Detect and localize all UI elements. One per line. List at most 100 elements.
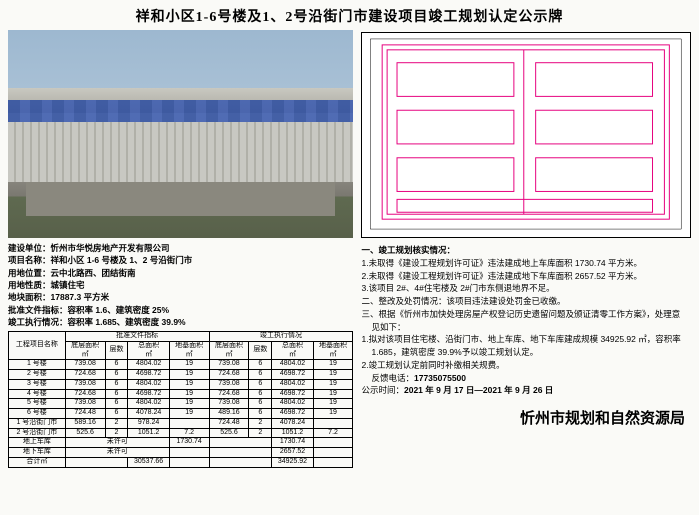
- table-cell: 6 号楼: [9, 409, 66, 419]
- table-cell: 739.08: [209, 379, 249, 389]
- th-sub: 地基面积㎡: [313, 341, 353, 360]
- info-label: 建设单位：: [8, 242, 51, 254]
- table-cell: 978.24: [128, 418, 169, 428]
- note-feedback: 反馈电话：17735075500: [361, 372, 691, 385]
- table-cell: 4804.02: [128, 399, 169, 409]
- table-cell: 2: [249, 428, 272, 438]
- table-cell: 724.68: [209, 389, 249, 399]
- table-cell: 5 号楼: [9, 399, 66, 409]
- table-cell: 724.48: [209, 418, 249, 428]
- table-cell: 724.68: [65, 389, 105, 399]
- table-row: 地上车库 未许可 1730.74 1730.74: [9, 438, 353, 448]
- th-group-built: 竣工执行情况: [209, 332, 353, 342]
- table-cell: 6: [249, 409, 272, 419]
- table-row-sum: 合计㎡ 30537.66 34925.92: [9, 457, 353, 467]
- note-item: 见如下：: [361, 321, 691, 334]
- table-cell: 1051.2: [272, 428, 313, 438]
- table-cell: 4804.02: [272, 399, 313, 409]
- table-cell: 6: [105, 379, 128, 389]
- table-cell: 739.08: [65, 360, 105, 370]
- info-value: 忻州市华悦房地产开发有限公司: [51, 243, 170, 253]
- table-cell: 19: [169, 370, 209, 380]
- table-cell: 19: [313, 389, 353, 399]
- th-sub: 总面积㎡: [128, 341, 169, 360]
- table-cell: 1 号楼: [9, 360, 66, 370]
- table-cell: 4804.02: [128, 360, 169, 370]
- table-cell: 1051.2: [128, 428, 169, 438]
- table-cell: 19: [313, 370, 353, 380]
- table-cell: 4804.02: [272, 360, 313, 370]
- table-cell: 3 号楼: [9, 379, 66, 389]
- table-cell: 724.68: [65, 370, 105, 380]
- info-value: 容积率 1.6、建筑密度 25%: [68, 305, 170, 315]
- site-photo: [8, 30, 353, 238]
- table-cell: 489.16: [209, 409, 249, 419]
- table-cell: 739.08: [209, 360, 249, 370]
- note-period: 公示时间：2021 年 9 月 17 日—2021 年 9 月 26 日: [361, 384, 691, 397]
- note-item: 3.该项目 2#、4#住宅楼及 2#门市东侧退地界不足。: [361, 282, 691, 295]
- table-cell: 4698.72: [128, 389, 169, 399]
- data-table: 工程项目名称 批准文件指标 竣工执行情况 底层面积㎡ 层数 总面积㎡ 地基面积㎡…: [8, 331, 353, 468]
- table-cell: 19: [169, 379, 209, 389]
- table-cell: 6: [249, 379, 272, 389]
- table-cell: 19: [313, 399, 353, 409]
- table-cell: 4698.72: [272, 409, 313, 419]
- th-group-approved: 批准文件指标: [65, 332, 209, 342]
- table-row: 4 号楼724.6864698.7219724.6864698.7219: [9, 389, 353, 399]
- right-column: 一、竣工规划核实情况： 1.未取得《建设工程规划许可证》违法建成地上车库面积 1…: [361, 30, 691, 468]
- table-cell: 2 号沿街门市: [9, 428, 66, 438]
- table-cell: 4 号楼: [9, 389, 66, 399]
- info-label: 批准文件指标：: [8, 304, 68, 316]
- notes-block: 一、竣工规划核实情况： 1.未取得《建设工程规划许可证》违法建成地上车库面积 1…: [361, 244, 691, 397]
- table-cell: 4078.24: [272, 418, 313, 428]
- table-cell: 4078.24: [128, 409, 169, 419]
- table-cell: 6: [249, 389, 272, 399]
- table-row: 6 号楼724.4864078.2419489.1664698.7219: [9, 409, 353, 419]
- table-cell: 19: [169, 360, 209, 370]
- table-cell: 2: [105, 428, 128, 438]
- table-cell: 7.2: [169, 428, 209, 438]
- note-heading: 一、竣工规划核实情况：: [361, 244, 691, 257]
- table-cell: 4698.72: [272, 389, 313, 399]
- table-cell: 19: [313, 379, 353, 389]
- table-cell: 739.08: [65, 399, 105, 409]
- note-item: 1.685，建筑密度 39.9%予以竣工规划认定。: [361, 346, 691, 359]
- info-label: 项目名称：: [8, 254, 51, 266]
- table-cell: 7.2: [313, 428, 353, 438]
- table-cell: 724.68: [209, 370, 249, 380]
- note-item: 2.竣工规划认定前同时补缴相关规费。: [361, 359, 691, 372]
- table-cell: 4804.02: [272, 379, 313, 389]
- table-cell: 19: [313, 409, 353, 419]
- table-cell: 19: [313, 360, 353, 370]
- th-sub: 总面积㎡: [272, 341, 313, 360]
- table-row: 2 号楼724.6864698.7219724.6864698.7219: [9, 370, 353, 380]
- table-row: 5 号楼739.0864804.0219739.0864804.0219: [9, 399, 353, 409]
- th-sub: 底层面积㎡: [65, 341, 105, 360]
- table-cell: 4698.72: [128, 370, 169, 380]
- note-item: 三、根据《忻州市加快处理房屋产权登记历史遗留问题及颁证清零工作方案》，处理意: [361, 308, 691, 321]
- table-row: 3 号楼739.0864804.0219739.0864804.0219: [9, 379, 353, 389]
- th-sub: 底层面积㎡: [209, 341, 249, 360]
- table-cell: 4804.02: [128, 379, 169, 389]
- table-row: 1 号沿街门市589.162978.24724.4824078.24: [9, 418, 353, 428]
- table-cell: 19: [169, 399, 209, 409]
- table-cell: 589.16: [65, 418, 105, 428]
- table-cell: 2: [105, 418, 128, 428]
- note-item: 二、整改及处罚情况：该项目违法建设处罚金已收缴。: [361, 295, 691, 308]
- th-sub: 层数: [249, 341, 272, 360]
- table-cell: 4698.72: [272, 370, 313, 380]
- content-wrap: 建设单位：忻州市华悦房地产开发有限公司 项目名称：祥和小区 1-6 号楼及 1、…: [0, 30, 699, 468]
- info-value: 祥和小区 1-6 号楼及 1、2 号沿街门市: [51, 255, 193, 265]
- table-cell: 2 号楼: [9, 370, 66, 380]
- info-value: 17887.3 平方米: [51, 292, 110, 302]
- table-cell: 6: [105, 360, 128, 370]
- issuing-org: 忻州市规划和自然资源局: [361, 407, 691, 428]
- table-cell: 739.08: [209, 399, 249, 409]
- info-value: 容积率 1.685、建筑密度 39.9%: [68, 317, 186, 327]
- info-label: 用地性质：: [8, 279, 51, 291]
- table-cell: 6: [249, 370, 272, 380]
- note-item: 1.拟对该项目住宅楼、沿街门市、地上车库、地下车库建成规模 34925.92 ㎡…: [361, 333, 691, 346]
- table-cell: [313, 418, 353, 428]
- table-cell: 6: [105, 399, 128, 409]
- table-cell: 6: [249, 360, 272, 370]
